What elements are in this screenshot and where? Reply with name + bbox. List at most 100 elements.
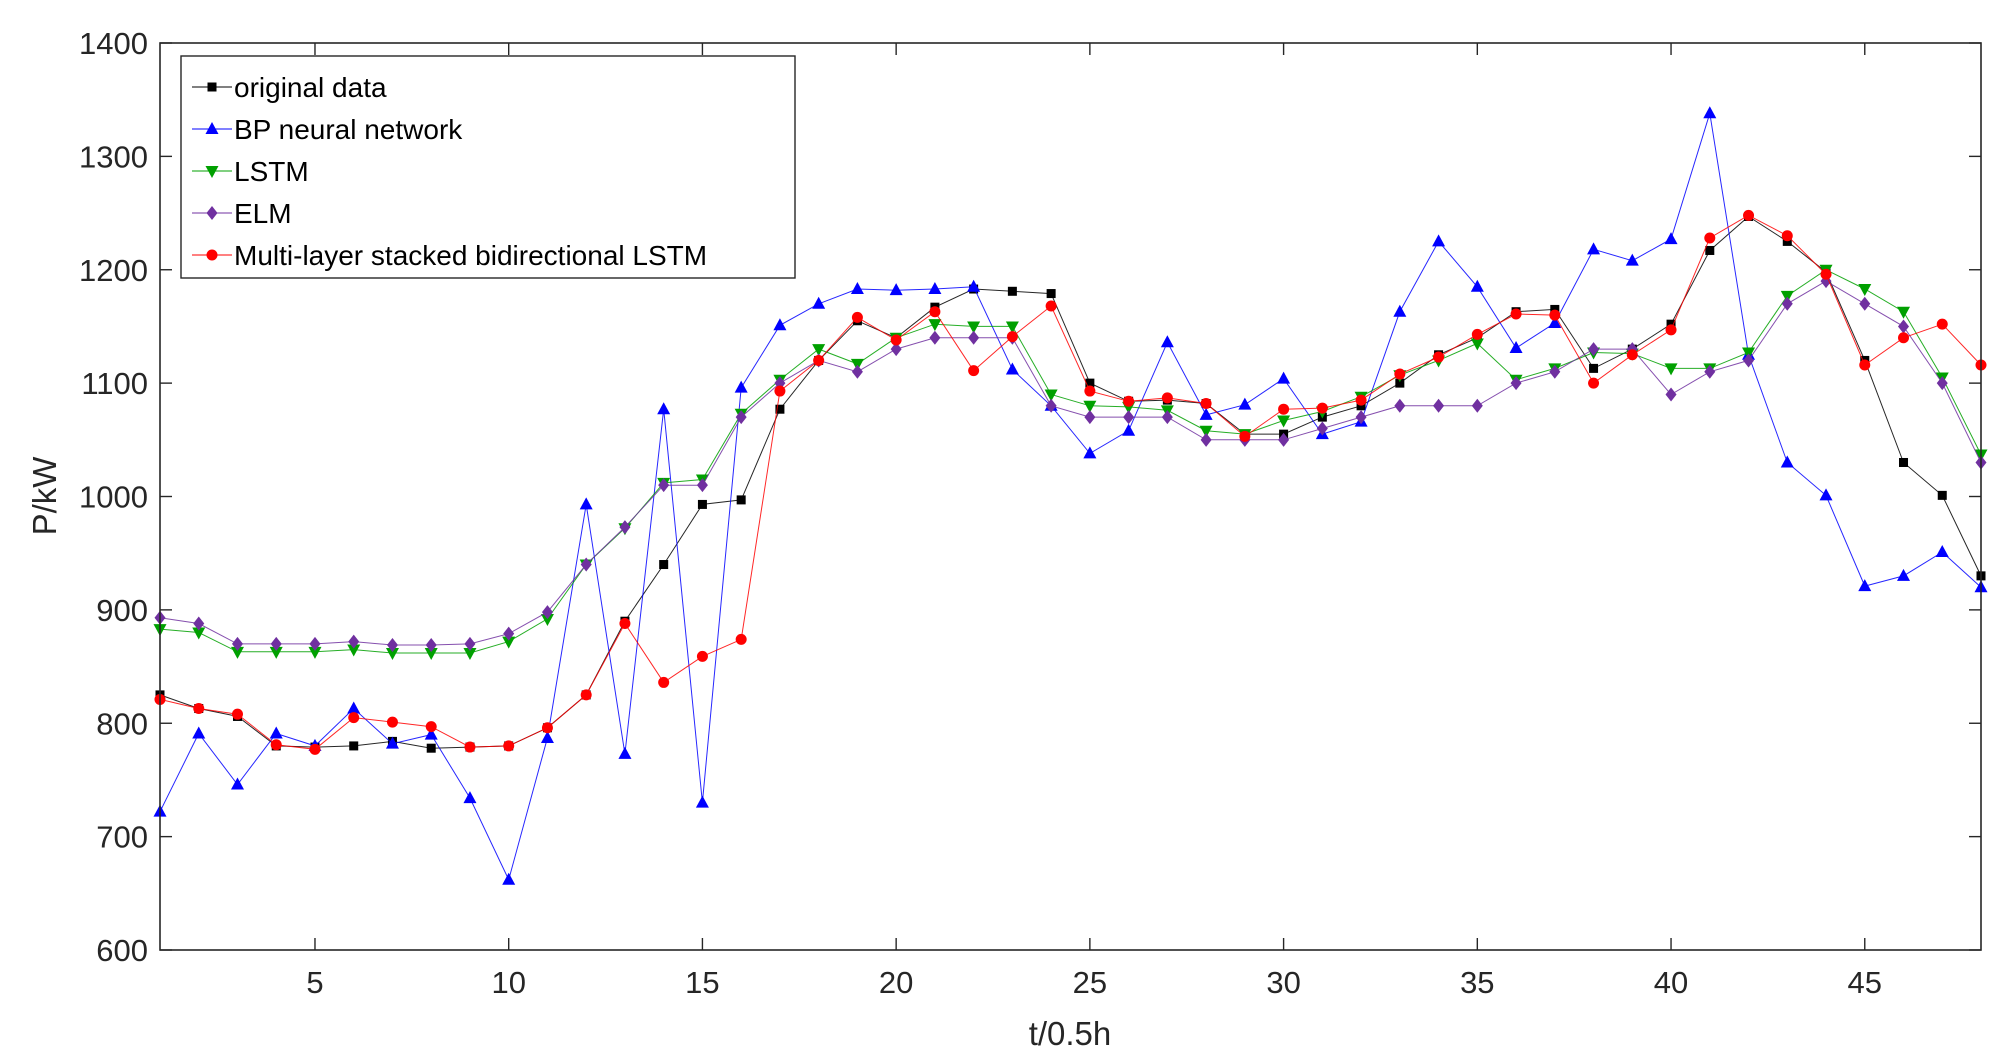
data-point [1278,432,1290,447]
x-tick-label: 25 [1073,965,1107,1000]
data-point [1897,568,1911,581]
data-point [735,633,747,645]
data-point [348,712,360,724]
data-point [968,330,980,345]
data-point [773,318,787,331]
data-point [385,736,399,749]
data-point [1045,398,1057,413]
series-bp-neural-network [153,106,1988,885]
y-tick-label: 1400 [79,26,148,61]
data-point [735,410,747,425]
data-point [503,626,515,641]
data-point [1781,230,1793,242]
data-point [813,354,825,366]
legend-item-lstm: LSTM [192,156,309,187]
legend-label: ELM [234,198,292,229]
data-point [1471,398,1483,413]
data-point [1316,402,1328,414]
x-axis-title: t/0.5h [1029,1015,1112,1052]
data-point [1936,318,1948,330]
data-point [1395,378,1405,388]
data-point [1549,364,1561,379]
data-point [309,636,321,651]
data-point [1045,300,1057,312]
legend-marker [207,82,217,92]
data-point [270,739,282,751]
y-tick-label: 900 [96,593,148,628]
y-tick-label: 800 [96,706,148,741]
data-point [1199,425,1213,438]
data-point [774,385,786,397]
data-point [1471,328,1483,340]
data-point [850,282,864,295]
data-point [1664,363,1678,376]
data-point [193,616,205,631]
data-point [1239,430,1251,442]
data-point [541,605,553,620]
series-line [159,280,1982,646]
data-point [309,743,321,755]
data-point [1122,423,1136,436]
data-point [1935,545,1949,558]
data-point [1743,353,1755,368]
data-point [1665,387,1677,402]
data-point [425,721,437,733]
data-point [1666,319,1676,329]
data-point [385,647,399,660]
legend-item-bp-neural-network: BP neural network [192,114,463,145]
x-tick-label: 35 [1460,965,1494,1000]
data-point [1937,490,1947,500]
x-tick-label: 5 [306,965,323,1000]
data-point [580,557,592,572]
data-point [502,636,516,649]
data-point [1083,446,1097,459]
data-point [192,726,206,739]
data-point [1780,455,1794,468]
data-point [1470,279,1484,292]
data-point [1510,376,1522,391]
data-point [1470,338,1484,351]
data-point [929,330,941,345]
data-point [775,404,785,414]
data-point [270,636,282,651]
legend-label: LSTM [234,156,309,187]
data-point [193,703,205,715]
data-point [1858,284,1872,297]
data-point [697,499,707,509]
data-point [1200,398,1212,410]
data-point [1085,378,1095,388]
data-point [1782,236,1792,246]
data-point [503,740,515,752]
legend-label: Multi-layer stacked bidirectional LSTM [234,240,707,271]
data-point [347,644,361,657]
data-point [659,560,669,570]
data-point [968,365,980,377]
y-axis-title: P/kW [26,456,63,536]
y-tick-label: 1100 [81,366,148,401]
data-point [1743,209,1755,221]
data-point [618,746,632,759]
data-point [1859,296,1871,311]
data-point [1123,410,1135,425]
data-point [1704,364,1716,379]
data-point [1588,377,1600,389]
data-point [1898,319,1910,334]
data-point [230,777,244,790]
data-point [1044,389,1058,402]
data-point [386,638,398,653]
data-point [851,364,863,379]
data-point [348,634,360,649]
data-point [928,319,942,332]
data-point [1626,349,1638,361]
data-point [349,741,359,751]
data-point [1509,340,1523,353]
data-point [1316,421,1328,436]
ticks-layer: 600 700 800 900 1000 1100 1200 1300 1400 5 10 15 20 2… [79,26,1981,1000]
data-point [1394,368,1406,380]
data-point [1899,457,1909,467]
data-point [269,646,283,659]
data-point [1046,289,1056,299]
x-tick-label: 15 [685,965,719,1000]
data-point [1897,306,1911,319]
data-point [1858,579,1872,592]
